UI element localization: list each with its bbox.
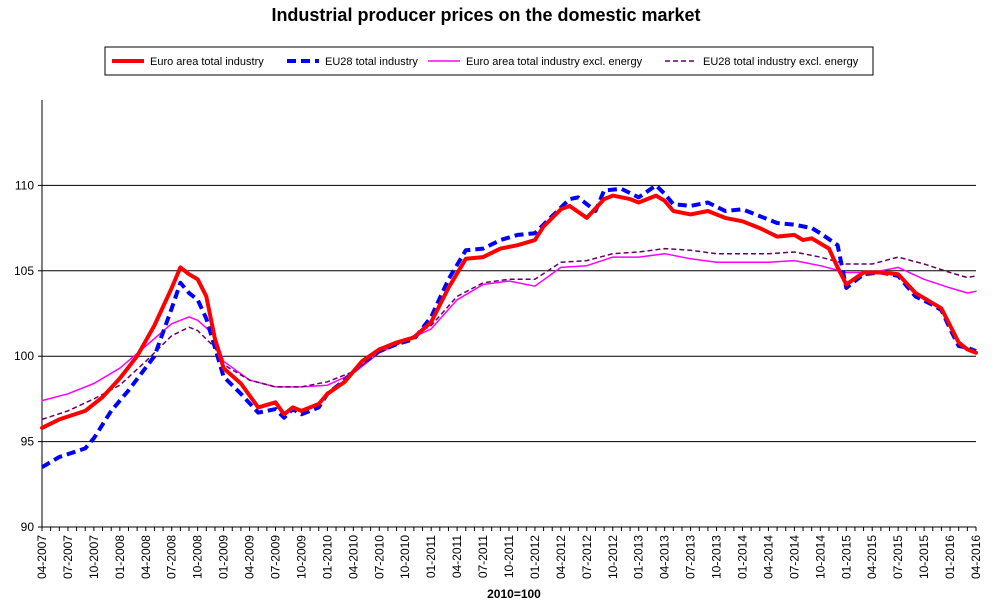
x-tick-label: 04-2012 — [554, 535, 568, 579]
gridlines — [42, 184, 976, 443]
y-tick-labels: 90 95 100 105 110 — [14, 178, 34, 534]
x-tick-label: 01-2016 — [943, 535, 957, 579]
x-tick-label: 07-2010 — [372, 535, 386, 579]
x-tick-label: 07-2007 — [61, 535, 75, 579]
x-tick-label: 01-2008 — [113, 535, 127, 579]
legend-label: EU28 total industry — [325, 56, 418, 68]
x-tick-label: 10-2007 — [87, 535, 101, 579]
x-tick-label: 10-2010 — [398, 535, 412, 579]
legend-label: EU28 total industry excl. energy — [703, 56, 859, 68]
x-tick-label: 01-2009 — [217, 535, 231, 579]
x-tick-label: 07-2011 — [476, 535, 490, 578]
legend-label: Euro area total industry excl. energy — [466, 56, 643, 68]
series-line-1 — [40, 193, 978, 430]
x-tick-label: 10-2012 — [606, 535, 620, 579]
x-tick-label: 07-2012 — [580, 535, 594, 579]
x-tick-label: 01-2011 — [424, 535, 438, 578]
x-tick-label: 07-2009 — [269, 535, 283, 579]
x-tick-label: 01-2015 — [839, 535, 853, 579]
x-tick-label: 04-2013 — [658, 535, 672, 579]
x-tick-label: 04-2009 — [243, 535, 257, 579]
x-tick-label: 04-2015 — [865, 535, 879, 579]
x-tick-label: 04-2014 — [761, 535, 775, 579]
chart-title: Industrial producer prices on the domest… — [271, 5, 700, 25]
x-tick-label: 01-2010 — [320, 535, 334, 579]
x-tick-label: 04-2016 — [969, 535, 983, 579]
x-tick-label: 10-2009 — [294, 535, 308, 579]
x-tick-label: 04-2007 — [35, 535, 49, 579]
y-tick-label: 100 — [14, 349, 34, 363]
y-tick-label: 105 — [14, 264, 34, 278]
x-tick-labels: 04-2007 07-2007 10-2007 01-2008 04-2008 07-20… — [35, 535, 983, 579]
x-tick-label: 10-2015 — [917, 535, 931, 579]
y-tick-label: 110 — [15, 178, 34, 192]
axes — [38, 100, 977, 531]
x-tick-label: 10-2011 — [502, 535, 516, 578]
x-tick-label: 07-2015 — [891, 535, 905, 579]
x-tick-label: 07-2014 — [787, 535, 801, 579]
series-line-4 — [41, 247, 977, 421]
x-tick-label: 10-2014 — [813, 535, 827, 579]
x-tick-label: 01-2012 — [528, 535, 542, 579]
series-lines — [40, 183, 978, 469]
legend: Euro area total industry EU28 total indus… — [104, 46, 874, 76]
x-tick-label: 04-2008 — [139, 535, 153, 579]
x-axis-label: 2010=100 — [487, 587, 541, 601]
y-tick-label: 95 — [21, 435, 35, 449]
x-tick-label: 01-2014 — [736, 535, 750, 579]
series-line-3 — [41, 252, 977, 402]
x-tick-label: 01-2013 — [632, 535, 646, 579]
series-line-2 — [40, 183, 977, 469]
x-tick-label: 07-2008 — [165, 535, 179, 579]
y-tick-label: 90 — [21, 520, 35, 534]
x-tick-label: 10-2008 — [191, 535, 205, 579]
legend-box — [104, 46, 874, 76]
x-tick-label: 04-2010 — [346, 535, 360, 579]
x-tick-label: 10-2013 — [710, 535, 724, 579]
legend-label: Euro area total industry — [150, 56, 264, 68]
x-tick-label: 04-2011 — [450, 535, 464, 578]
x-tick-label: 07-2013 — [684, 535, 698, 579]
